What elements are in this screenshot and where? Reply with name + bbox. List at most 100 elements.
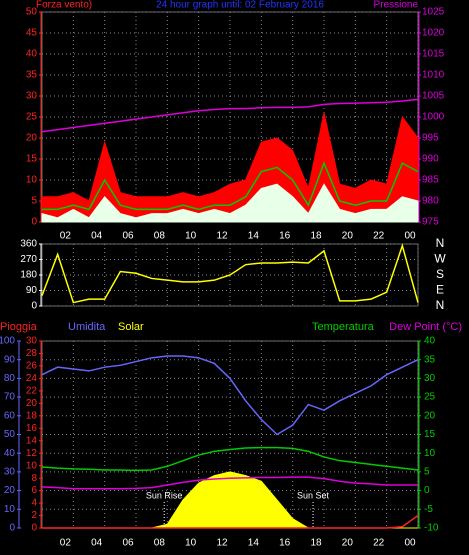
y-tick-label: 20 xyxy=(26,133,38,144)
y2-axis-label: Pressione xyxy=(374,0,419,11)
y-tick-label: 20 xyxy=(4,485,16,496)
y-tick-label: 25 xyxy=(26,112,38,123)
y2-tick-label: 1010 xyxy=(422,70,445,81)
y2-tick-label: 975 xyxy=(422,217,439,228)
x-tick-label: 08 xyxy=(154,538,166,549)
x-tick-label: 14 xyxy=(248,538,260,549)
y3-tick-label: 22 xyxy=(26,386,38,397)
y-tick-label: 70 xyxy=(4,392,16,403)
x-tick-label: 20 xyxy=(342,538,354,549)
y2-tick-label: 15 xyxy=(424,429,436,440)
x-tick-label: 14 xyxy=(248,231,260,242)
x-tick-label: 16 xyxy=(279,231,291,242)
line xyxy=(41,355,419,436)
y-tick-label: 15 xyxy=(26,154,38,165)
legend-entry: Solar xyxy=(118,321,144,333)
y2-tick-label: 995 xyxy=(422,133,439,144)
y3-tick-label: 14 xyxy=(26,435,38,446)
y2-tick-label: 1000 xyxy=(422,112,445,123)
y-tick-label: 30 xyxy=(26,91,38,102)
y2-tick-label: N xyxy=(436,236,445,250)
x-tick-label: 18 xyxy=(310,231,322,242)
y2-tick-label: 1015 xyxy=(422,49,445,60)
y2-tick-label: 10 xyxy=(424,448,436,459)
y2-tick-label: -5 xyxy=(424,504,433,515)
x-tick-label: 22 xyxy=(373,538,385,549)
x-tick-label: 12 xyxy=(216,231,228,242)
legend-entry: Pioggia xyxy=(0,321,38,333)
y-tick-label: 40 xyxy=(26,49,38,60)
annotation: Sun Rise xyxy=(146,490,183,500)
y2-tick-label: 1025 xyxy=(422,7,445,18)
x-tick-label: 08 xyxy=(154,231,166,242)
y-tick-label: 50 xyxy=(26,7,38,18)
y2-tick-label: E xyxy=(436,283,444,297)
y3-tick-label: 16 xyxy=(26,423,38,434)
y3-tick-label: 24 xyxy=(26,373,38,384)
line xyxy=(41,446,419,472)
y2-tick-label: 35 xyxy=(424,354,436,365)
y-tick-label: 90 xyxy=(26,285,38,296)
y-tick-label: 90 xyxy=(4,354,16,365)
x-tick-label: 16 xyxy=(279,538,291,549)
x-tick-label: 04 xyxy=(91,231,103,242)
x-tick-label: 10 xyxy=(185,538,197,549)
y-tick-label: 10 xyxy=(26,175,38,186)
x-tick-label: 00 xyxy=(404,231,416,242)
y3-tick-label: 12 xyxy=(26,448,38,459)
x-tick-label: 02 xyxy=(60,538,72,549)
y-tick-label: 360 xyxy=(20,239,37,250)
y2-tick-label: 1020 xyxy=(422,28,445,39)
line xyxy=(42,161,419,211)
y-tick-label: 5 xyxy=(31,196,37,207)
y3-tick-label: 28 xyxy=(26,348,38,359)
y2-tick-label: 0 xyxy=(424,485,430,496)
x-tick-label: 06 xyxy=(122,231,134,242)
y3-tick-label: 8 xyxy=(31,473,37,484)
y2-tick-label: 25 xyxy=(424,392,436,403)
legend-entry: Dew Point (°C) xyxy=(389,321,462,333)
y-tick-label: 10 xyxy=(4,504,16,515)
line xyxy=(41,476,418,490)
y3-tick-label: 10 xyxy=(26,460,38,471)
y2-tick-label: 5 xyxy=(424,467,430,478)
y2-tick-label: 980 xyxy=(422,196,439,207)
y3-tick-label: 4 xyxy=(31,498,37,509)
y-tick-label: 80 xyxy=(4,373,16,384)
x-tick-label: 10 xyxy=(185,231,197,242)
legend-entry: Umidita xyxy=(68,321,106,333)
area xyxy=(41,183,419,223)
y-tick-label: 0 xyxy=(9,523,15,534)
x-tick-label: 12 xyxy=(216,538,228,549)
line xyxy=(41,98,419,133)
legend-entry: Temperatura xyxy=(312,321,375,333)
y-tick-label: 50 xyxy=(4,429,16,440)
y2-tick-label: 990 xyxy=(422,154,439,165)
x-tick-label: 18 xyxy=(310,538,322,549)
x-tick-label: 04 xyxy=(91,538,103,549)
y-tick-label: 45 xyxy=(26,28,38,39)
y3-tick-label: 18 xyxy=(26,410,38,421)
x-tick-label: 06 xyxy=(122,538,134,549)
y-tick-label: 270 xyxy=(20,254,37,265)
y-tick-label: 40 xyxy=(4,448,16,459)
line xyxy=(42,514,419,529)
y2-tick-label: W xyxy=(434,252,446,266)
annotation: Sun Set xyxy=(297,490,330,500)
y-axis-label: Forza vento) xyxy=(36,0,92,11)
y2-tick-label: -10 xyxy=(424,523,439,534)
y2-tick-label: 1005 xyxy=(422,91,445,102)
y2-tick-label: 40 xyxy=(424,336,436,347)
y-tick-label: 100 xyxy=(0,336,15,347)
x-tick-label: 02 xyxy=(60,231,72,242)
line xyxy=(41,243,419,304)
x-tick-label: 20 xyxy=(342,231,354,242)
y2-tick-label: N xyxy=(436,298,445,312)
y3-tick-label: 30 xyxy=(26,336,38,347)
x-tick-label: 00 xyxy=(404,538,416,549)
y3-tick-label: 0 xyxy=(31,523,37,534)
y3-tick-label: 20 xyxy=(26,398,38,409)
y3-tick-label: 6 xyxy=(31,485,37,496)
y2-tick-label: S xyxy=(436,267,444,281)
